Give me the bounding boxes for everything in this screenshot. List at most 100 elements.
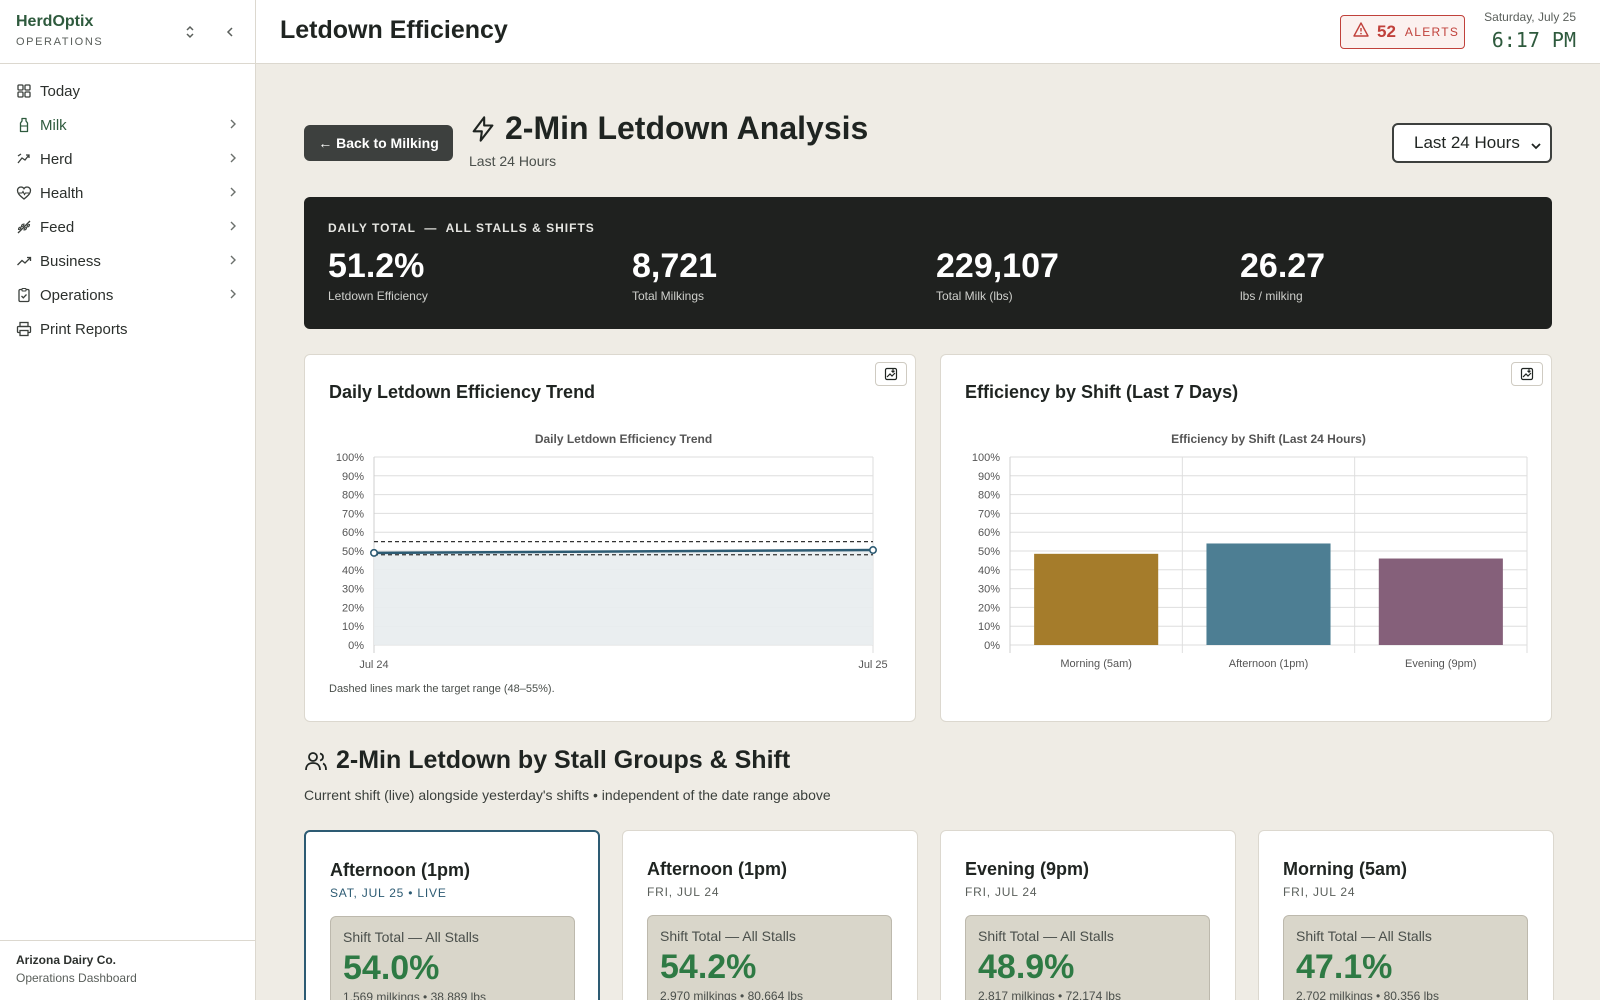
download-image-icon[interactable]	[1511, 362, 1543, 386]
trending-up-icon	[16, 253, 32, 269]
shift-total-label: Shift Total — All Stalls	[343, 929, 479, 945]
y-tick-label: 10%	[342, 621, 364, 633]
sidebar-item-feed[interactable]: Feed	[0, 210, 255, 244]
org-subtitle: Operations Dashboard	[16, 971, 137, 985]
sidebar-item-label: Today	[40, 82, 81, 100]
y-tick-label: 70%	[342, 508, 364, 520]
shift-total-meta: 2,970 milkings • 80,664 lbs	[660, 989, 803, 1000]
shift-total-percent: 47.1%	[1296, 948, 1393, 986]
sidebar-item-label: Herd	[40, 150, 73, 168]
brand-header: HerdOptix OPERATIONS	[0, 0, 255, 64]
kpi-caption: Letdown Efficiency	[328, 289, 428, 303]
date-range-select[interactable]: Last 24 Hours	[1392, 123, 1552, 163]
sidebar-item-today[interactable]: Today	[0, 74, 255, 108]
kpi-value: 26.27	[1240, 247, 1326, 285]
brand-subtitle: OPERATIONS	[16, 36, 104, 48]
sidebar-footer: Arizona Dairy Co. Operations Dashboard	[0, 940, 255, 1000]
shift-card[interactable]: Morning (5am) FRI, JUL 24 Shift Total — Al…	[1258, 830, 1554, 1000]
shift-total-box: Shift Total — All Stalls 54.2% 2,970 milki…	[647, 915, 892, 1000]
y-tick-label: 100%	[336, 452, 364, 464]
analysis-header: 2-Min Letdown Analysis Last 24 Hours	[469, 110, 868, 169]
page-title: Letdown Efficiency	[280, 16, 508, 44]
collapse-sidebar-icon[interactable]	[220, 22, 240, 42]
chevron-right-icon	[229, 117, 237, 134]
shift-day: SAT, JUL 25 • LIVE	[330, 886, 447, 900]
shift-chart-card: Efficiency by Shift (Last 7 Days) Effici…	[940, 354, 1552, 722]
shift-day: FRI, JUL 24	[965, 885, 1038, 899]
shift-card[interactable]: Afternoon (1pm) FRI, JUL 24 Shift Total — …	[622, 830, 918, 1000]
shift-total-label: Shift Total — All Stalls	[660, 928, 796, 944]
back-to-milking-button[interactable]: ← Back to Milking	[304, 125, 453, 161]
shift-total-meta: 2,817 milkings • 72,174 lbs	[978, 989, 1121, 1000]
shift-name: Morning (5am)	[1283, 859, 1407, 879]
download-image-icon[interactable]	[875, 362, 907, 386]
sidebar-item-milk[interactable]: Milk	[0, 108, 255, 142]
kpi-lbs-per-milking: 26.27 lbs / milking	[1240, 247, 1325, 303]
sidebar-item-label: Print Reports	[40, 320, 128, 338]
milk-bottle-icon	[16, 117, 32, 133]
x-tick-label: Jul 24	[359, 659, 388, 671]
chart-title: Daily Letdown Efficiency Trend	[535, 432, 712, 446]
sidebar-item-label: Health	[40, 184, 84, 202]
y-tick-label: 10%	[978, 621, 1000, 633]
herd-icon	[16, 151, 32, 167]
sidebar: HerdOptix OPERATIONS Today Milk Herd Health…	[0, 0, 256, 1000]
shift-total-meta: 2,702 milkings • 80,356 lbs	[1296, 989, 1439, 1000]
y-tick-label: 40%	[342, 565, 364, 577]
sidebar-item-business[interactable]: Business	[0, 244, 255, 278]
sidebar-item-herd[interactable]: Herd	[0, 142, 255, 176]
target-range-note: Dashed lines mark the target range (48–5…	[329, 683, 555, 695]
y-tick-label: 80%	[342, 490, 364, 502]
chart-title: Efficiency by Shift (Last 24 Hours)	[1171, 432, 1366, 446]
chevron-right-icon	[229, 253, 237, 270]
sidebar-item-label: Feed	[40, 218, 75, 236]
sidebar-item-label: Milk	[40, 116, 67, 134]
bar	[1378, 558, 1503, 645]
kpi-total-milkings: 8,721 Total Milkings	[632, 247, 717, 303]
shift-day: FRI, JUL 24	[1283, 885, 1356, 899]
chevron-right-icon	[229, 287, 237, 304]
analysis-title: 2-Min Letdown Analysis	[469, 110, 868, 147]
brand-name: HerdOptix	[16, 13, 94, 30]
data-point	[370, 548, 379, 557]
kpi-caption: Total Milk (lbs)	[936, 289, 1013, 303]
y-tick-label: 90%	[342, 471, 364, 483]
shift-total-percent: 48.9%	[978, 948, 1075, 986]
trend-chart: Daily Letdown Efficiency Trend 0% 10% 20% 30…	[336, 432, 888, 671]
y-tick-label: 0%	[348, 640, 364, 652]
shift-total-label: Shift Total — All Stalls	[978, 928, 1114, 944]
x-tick-label: Afternoon (1pm)	[1229, 658, 1308, 670]
alerts-count: 52	[1377, 22, 1396, 41]
trend-card-title: Daily Letdown Efficiency Trend	[329, 382, 596, 402]
bar	[1034, 553, 1159, 645]
alerts-button[interactable]: 52 ALERTS	[1340, 15, 1465, 49]
org-name: Arizona Dairy Co.	[16, 953, 117, 967]
kpi-value: 229,107	[936, 247, 1059, 285]
clipboard-check-icon	[16, 287, 32, 303]
sidebar-item-health[interactable]: Health	[0, 176, 255, 210]
area-fill	[374, 550, 873, 645]
sidebar-item-label: Business	[40, 252, 101, 270]
heart-pulse-icon	[16, 185, 32, 201]
y-tick-label: 50%	[978, 546, 1000, 558]
warning-icon	[1353, 22, 1369, 42]
shift-total-box: Shift Total — All Stalls 47.1% 2,702 milki…	[1283, 915, 1528, 1000]
kpi-value: 51.2%	[328, 247, 425, 285]
printer-icon	[16, 321, 32, 337]
x-tick-label: Jul 25	[858, 659, 887, 671]
chevron-up-down-icon[interactable]	[180, 22, 200, 42]
chevron-right-icon	[229, 185, 237, 202]
y-tick-label: 80%	[978, 490, 1000, 502]
shift-day: FRI, JUL 24	[647, 885, 720, 899]
kpi-value: 8,721	[632, 247, 718, 285]
data-point	[868, 546, 877, 555]
y-tick-label: 40%	[978, 565, 1000, 577]
kpi-caption: Total Milkings	[632, 289, 705, 303]
shift-card[interactable]: Evening (9pm) FRI, JUL 24 Shift Total — Al…	[940, 830, 1236, 1000]
series-line	[373, 548, 874, 555]
shift-card[interactable]: Afternoon (1pm) SAT, JUL 25 • LIVE Shift T…	[304, 830, 600, 1000]
date-range-value: Last 24 Hours	[1414, 133, 1520, 152]
sidebar-item-print-reports[interactable]: Print Reports	[0, 312, 255, 346]
sidebar-item-label: Operations	[40, 286, 114, 304]
sidebar-item-operations[interactable]: Operations	[0, 278, 255, 312]
